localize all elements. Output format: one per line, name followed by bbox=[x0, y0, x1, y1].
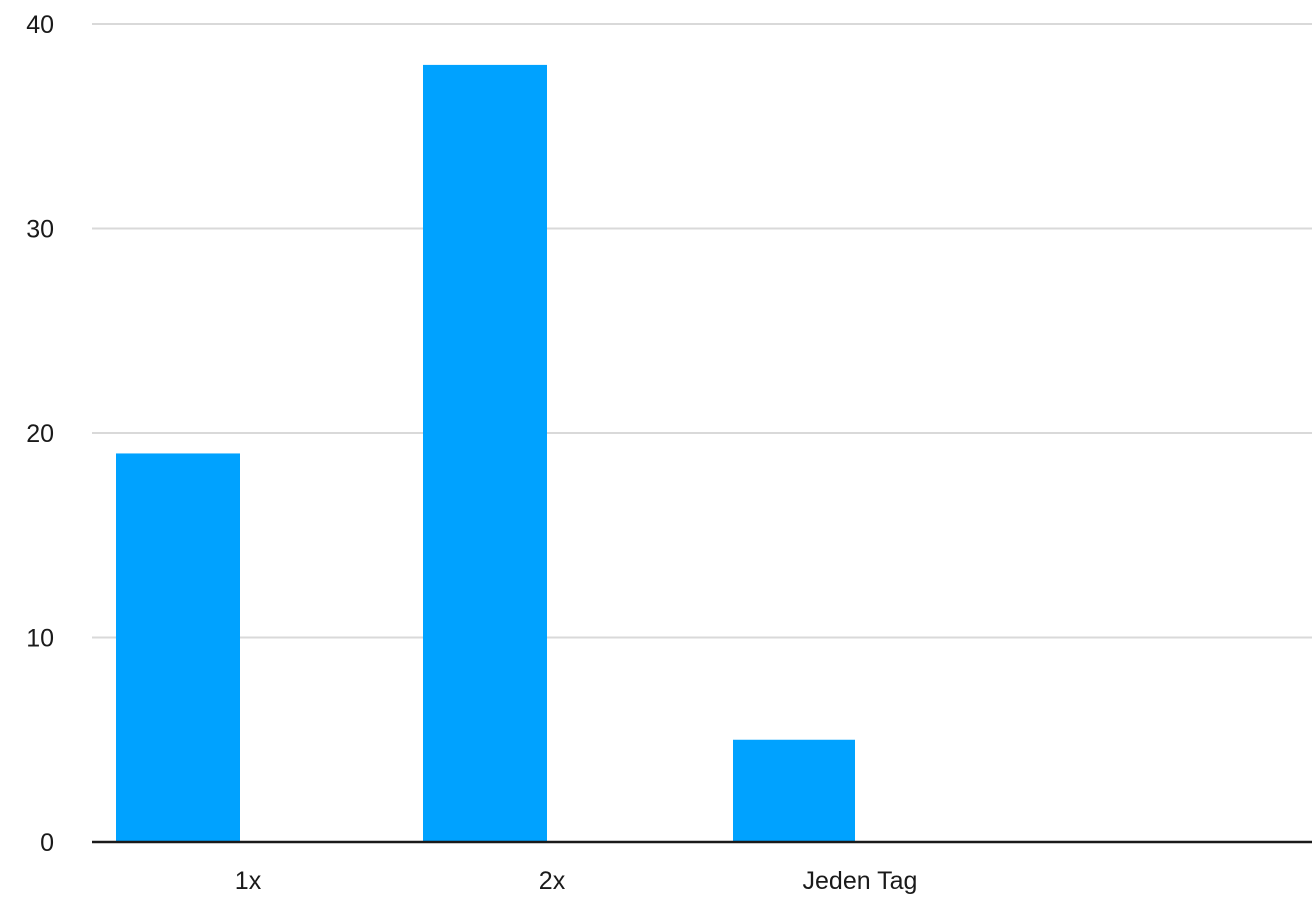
y-tick-label: 10 bbox=[26, 625, 54, 653]
y-tick-label: 40 bbox=[26, 11, 54, 39]
gridlines bbox=[92, 23, 1312, 639]
bar-2x bbox=[423, 64, 547, 842]
x-tick-label: 2x bbox=[539, 867, 566, 895]
y-tick-label: 30 bbox=[26, 216, 54, 244]
y-tick-label: 20 bbox=[26, 420, 54, 448]
x-tick-label: Jeden Tag bbox=[803, 867, 918, 895]
x-axis-tick-labels: 1x 2x Jeden Tag bbox=[235, 867, 918, 895]
bars bbox=[116, 64, 855, 842]
bar-1x bbox=[116, 453, 240, 842]
bar-jeden-tag bbox=[733, 739, 855, 842]
y-axis-tick-labels: 0 10 20 30 40 bbox=[26, 11, 54, 857]
y-tick-label: 0 bbox=[40, 829, 54, 857]
x-tick-label: 1x bbox=[235, 867, 262, 895]
